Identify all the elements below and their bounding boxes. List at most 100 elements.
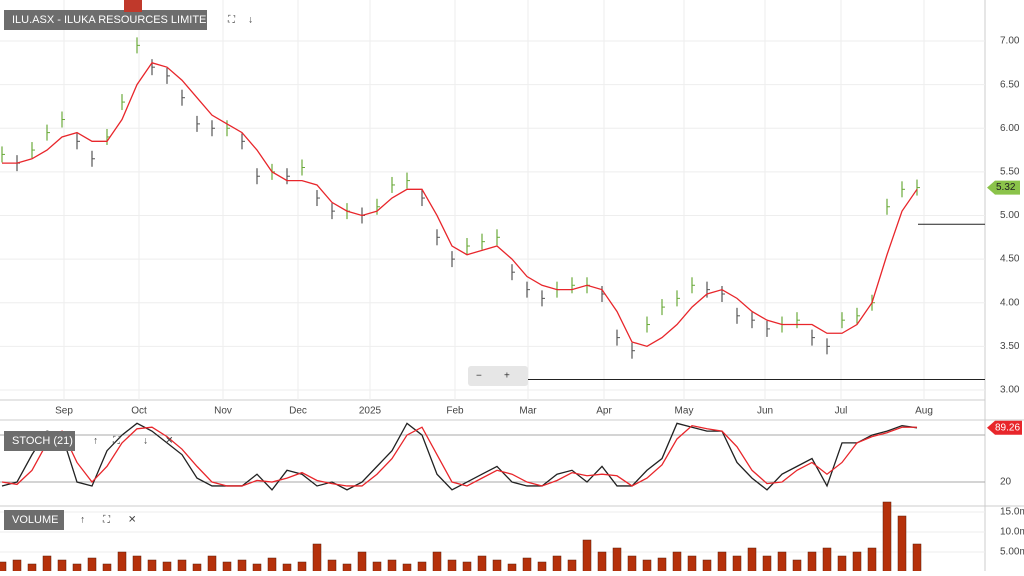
- volume-bar: [867, 547, 877, 573]
- volume-bar: [147, 559, 157, 573]
- volume-bar: [882, 501, 892, 573]
- x-tick-label: 2025: [359, 406, 382, 417]
- volume-bar: [597, 551, 607, 573]
- volume-bar: [822, 547, 832, 573]
- volume-bar: [417, 561, 427, 573]
- last-value-tag: [987, 420, 1022, 435]
- volume-bar: [297, 561, 307, 573]
- volume-bar: [282, 563, 292, 573]
- volume-bar: [387, 559, 397, 573]
- series-line: [1, 422, 918, 491]
- chart-title: STOCH (21): [12, 435, 73, 447]
- last-value-label: 89.26: [995, 422, 1020, 433]
- volume-bar: [342, 563, 352, 573]
- volume-bar: [267, 557, 277, 573]
- volume-bar: [552, 555, 562, 573]
- expand-icon[interactable]: ⛶: [112, 436, 121, 447]
- volume-bar: [912, 543, 922, 573]
- volume-bar: [402, 563, 412, 573]
- close-icon[interactable]: ✕: [165, 436, 173, 447]
- x-tick-label: May: [675, 406, 694, 417]
- series-line: [1, 424, 917, 487]
- volume-bar: [177, 559, 187, 573]
- volume-bar: [462, 561, 472, 573]
- series-line: [2, 62, 918, 348]
- volume-bar: [687, 555, 697, 573]
- volume-bar: [432, 551, 442, 573]
- volume-bar: [642, 559, 652, 573]
- y-tick-label: 6.50: [1000, 79, 1020, 90]
- volume-bar: [327, 559, 337, 573]
- down-icon[interactable]: ↓: [248, 15, 253, 26]
- last-price-label: 5.32: [996, 182, 1016, 193]
- volume-bar: [102, 563, 112, 573]
- x-tick-label: Nov: [214, 406, 232, 417]
- up-icon[interactable]: ↑: [93, 436, 98, 447]
- volume-bar: [537, 561, 547, 573]
- up-icon[interactable]: ↑: [80, 515, 85, 526]
- x-tick-label: Sep: [55, 406, 73, 417]
- volume-bar: [672, 551, 682, 573]
- x-tick-label: Jul: [835, 406, 848, 417]
- volume-bar: [372, 561, 382, 573]
- zoom-control: [468, 366, 528, 386]
- y-tick-label: 4.50: [1000, 254, 1020, 265]
- title-tag: [4, 431, 75, 451]
- volume-bar: [0, 561, 7, 573]
- title-tag: [4, 10, 207, 30]
- expand-icon[interactable]: ⛶: [102, 515, 111, 526]
- volume-bar: [717, 551, 727, 573]
- volume-bar: [522, 557, 532, 573]
- volume-bar: [237, 559, 247, 573]
- down-icon[interactable]: ↓: [143, 436, 148, 447]
- volume-bar: [42, 555, 52, 573]
- volume-bar: [87, 557, 97, 573]
- zoom-out[interactable]: −: [476, 371, 482, 382]
- last-price-tag: [987, 180, 1020, 195]
- x-tick-label: Feb: [446, 406, 464, 417]
- volume-bar: [72, 563, 82, 573]
- volume-bar: [222, 561, 232, 573]
- volume-bar: [852, 551, 862, 573]
- volume-bar: [837, 555, 847, 573]
- x-tick-label: Jun: [757, 406, 773, 417]
- volume-bar: [357, 551, 367, 573]
- volume-bar: [192, 563, 202, 573]
- volume-bar: [747, 547, 757, 573]
- chart-title: VOLUME: [12, 514, 58, 526]
- y-tick-label: 15.0m: [1000, 507, 1024, 518]
- x-tick-label: Aug: [915, 406, 933, 417]
- volume-bar: [612, 547, 622, 573]
- close-icon[interactable]: ✕: [128, 515, 136, 526]
- flag-icon[interactable]: [124, 0, 142, 12]
- volume-bar: [312, 543, 322, 573]
- expand-icon[interactable]: ⛶: [227, 15, 236, 26]
- volume-bar: [582, 539, 592, 573]
- y-tick-label: 6.00: [1000, 123, 1020, 134]
- volume-bar: [117, 551, 127, 573]
- x-tick-label: Dec: [289, 406, 307, 417]
- volume-bar: [57, 559, 67, 573]
- zoom-in[interactable]: +: [504, 371, 510, 382]
- volume-bar: [627, 555, 637, 573]
- y-tick-label: 4.00: [1000, 297, 1020, 308]
- volume-bar: [132, 555, 142, 573]
- volume-bar: [507, 563, 517, 573]
- volume-bar: [807, 551, 817, 573]
- y-tick-label: 5.00: [1000, 210, 1020, 221]
- volume-bar: [492, 559, 502, 573]
- y-tick-label: 7.00: [1000, 36, 1020, 47]
- volume-bar: [447, 559, 457, 573]
- y-tick-label: 5.00m: [1000, 547, 1024, 558]
- x-tick-label: Mar: [519, 406, 537, 417]
- x-tick-label: Oct: [131, 406, 147, 417]
- volume-bar: [702, 559, 712, 573]
- x-tick-label: Apr: [596, 406, 612, 417]
- y-tick-label: 3.00: [1000, 385, 1020, 396]
- y-tick-label: 5.50: [1000, 167, 1020, 178]
- volume-bar: [897, 515, 907, 573]
- volume-bar: [657, 557, 667, 573]
- volume-bar: [12, 559, 22, 573]
- volume-bar: [27, 563, 37, 573]
